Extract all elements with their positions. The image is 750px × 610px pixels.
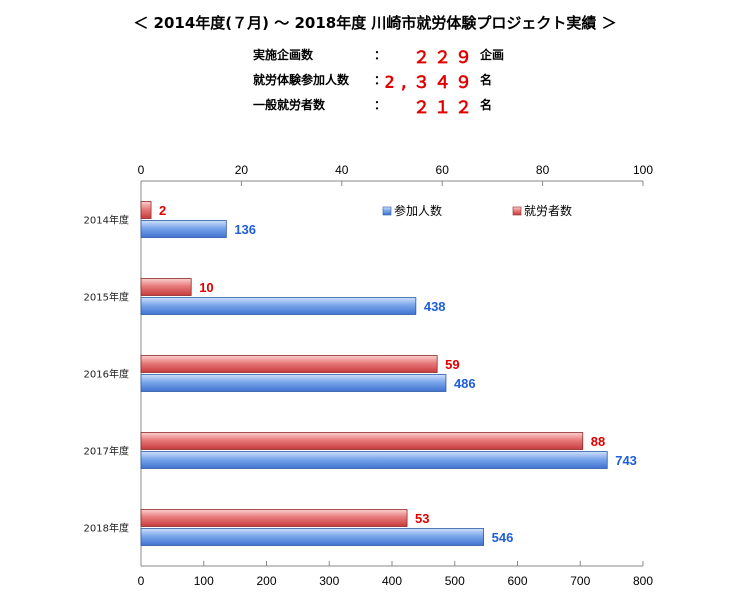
participants-bar [140,528,485,546]
stat-colon: ： [374,98,387,112]
stat-unit: 企画 [480,48,505,62]
category-label: 2017年度 [84,445,129,458]
bottom-axis-tick-label: 500 [445,574,465,588]
bottom-axis-tick-label: 0 [138,574,145,588]
stat-unit: 名 [480,98,493,112]
bottom-axis-tick-label: 300 [319,574,339,588]
stat-colon: ： [374,48,387,62]
employed-bar [140,355,438,373]
stat-colon: ： [374,73,387,87]
legend-label: 就労者数 [524,203,572,218]
participants-data-label: 438 [424,299,446,314]
stat-label: 実施企画数 [253,48,314,62]
category-label: 2016年度 [84,368,129,381]
employed-bar [140,509,408,527]
participants-bar [140,220,227,238]
top-axis-tick-label: 100 [633,163,653,177]
legend-swatch [512,206,522,216]
category-label: 2014年度 [84,214,129,227]
page-title: ＜ 2014年度(７月) ～ 2018年度 川崎市就労体験プロジェクト実績 ＞ [133,14,617,32]
bottom-axis-tick-label: 100 [194,574,214,588]
stat-row-projects: 実施企画数 ： ２２９ 企画 [0,43,750,68]
participants-data-label: 136 [234,222,256,237]
participants-bar [140,297,417,315]
top-axis-tick-label: 60 [436,163,450,177]
employed-bar [140,432,584,450]
stat-label: 就労体験参加人数 [253,73,350,87]
participants-data-label: 546 [492,530,514,545]
employed-data-label: 10 [199,280,213,295]
employed-data-label: 88 [591,434,605,449]
top-axis-tick-label: 20 [235,163,249,177]
stat-label: 一般就労者数 [253,98,326,112]
bottom-axis-tick-label: 400 [382,574,402,588]
stat-value: 2,３４９ [384,73,476,93]
bottom-axis-tick-label: 700 [570,574,590,588]
top-axis-tick-label: 80 [536,163,550,177]
top-axis-tick-label: 0 [138,163,145,177]
legend-label: 参加人数 [394,203,442,218]
bottom-axis-tick-label: 200 [256,574,276,588]
participants-bar [140,374,447,392]
stat-value: ２１２ [413,98,476,118]
stat-row-employed: 一般就労者数 ： ２１２ 名 [0,93,750,118]
category-label: 2018年度 [84,522,129,535]
employed-bar [140,278,192,296]
employed-bar [140,201,152,219]
employed-data-label: 59 [445,357,459,372]
participants-data-label: 743 [615,453,637,468]
legend-swatch [382,206,392,216]
bottom-axis-tick-label: 800 [633,574,653,588]
bottom-axis-tick-label: 600 [507,574,527,588]
employed-data-label: 2 [159,203,166,218]
participants-data-label: 486 [454,376,476,391]
top-axis-tick-label: 40 [335,163,349,177]
stat-row-participants: 就労体験参加人数 ： 2,３４９ 名 [0,68,750,93]
stat-value: ２２９ [413,48,476,68]
participants-bar [140,451,608,469]
employed-data-label: 53 [415,511,429,526]
category-label: 2015年度 [84,291,129,304]
stat-unit: 名 [480,73,493,87]
